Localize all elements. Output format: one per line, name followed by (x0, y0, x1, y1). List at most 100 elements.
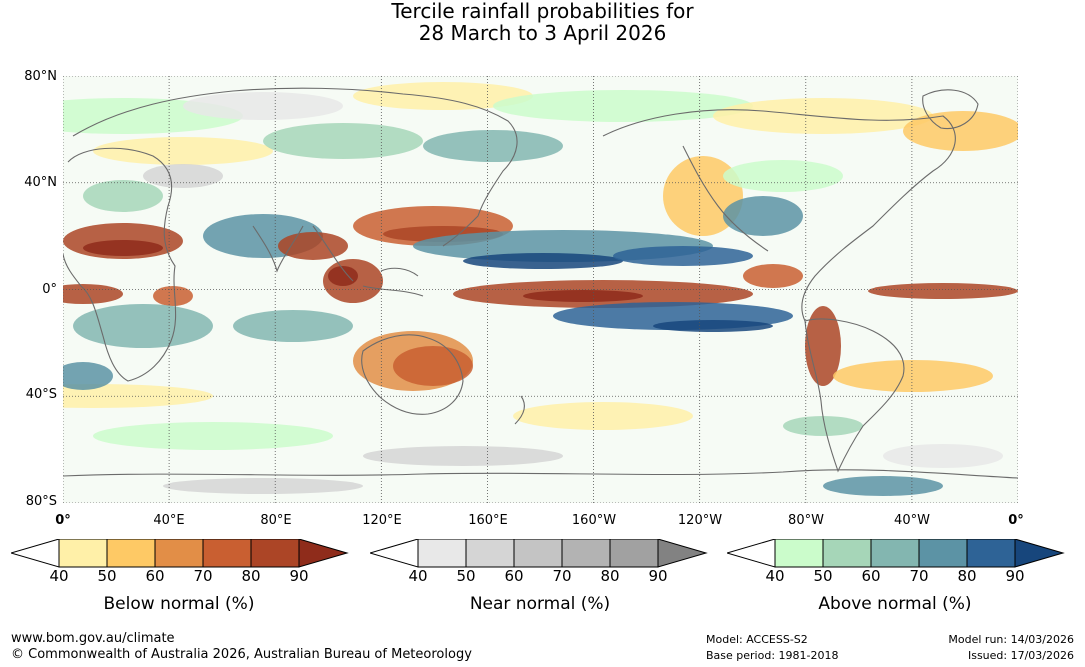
na-west-coast (682, 145, 769, 252)
probability-blob (423, 130, 563, 162)
india-coast (252, 225, 304, 273)
probability-fields (63, 82, 1018, 496)
colorbar-swatch (417, 539, 467, 568)
probability-blob (183, 92, 343, 120)
colorbar-tick: 80 (957, 567, 977, 585)
colorbar-high-arrow (1014, 539, 1065, 568)
probability-blob (868, 283, 1018, 299)
lon-label-0: 0° (55, 513, 71, 528)
colorbar-swatch (609, 539, 659, 568)
colorbar-tick: 60 (861, 567, 881, 585)
lon-label-80e: 80°E (260, 513, 292, 528)
probability-blob (783, 416, 863, 436)
probability-blob (83, 240, 163, 256)
colorbar-tick: 40 (49, 567, 69, 585)
colorbar-near-normal (370, 539, 708, 568)
lon-label-120w: 120°W (677, 513, 723, 528)
probability-blob (163, 478, 363, 494)
lat-label-80n: 80°N (24, 69, 57, 84)
colorbar-swatch (870, 539, 920, 568)
colorbar-low-arrow (370, 539, 419, 568)
colorbar-below-normal (11, 539, 349, 568)
probability-blob (713, 98, 933, 134)
probability-blob (233, 310, 353, 342)
lat-label-40s: 40°S (25, 387, 57, 402)
colorbar-tick: 90 (648, 567, 668, 585)
website-link[interactable]: www.bom.gov.au/climate (11, 631, 175, 646)
probability-blob (93, 137, 273, 165)
africa-coast (63, 147, 177, 382)
probability-blob (613, 246, 753, 266)
colorbar-tick: 50 (456, 567, 476, 585)
colorbar-tick: 50 (97, 567, 117, 585)
lon-label-40w: 40°W (894, 513, 930, 528)
lat-label-80s: 80°S (25, 494, 57, 509)
lon-label-160w: 160°W (571, 513, 617, 528)
colorbar-low-arrow (727, 539, 776, 568)
colorbar-swatch (202, 539, 252, 568)
colorbar-high-arrow (657, 539, 708, 568)
probability-blob (353, 82, 533, 110)
colorbar-above-normal (727, 539, 1065, 568)
probability-blob (723, 196, 803, 236)
south-america-coast (804, 318, 905, 473)
probability-blob (63, 284, 123, 304)
probability-blob (63, 362, 113, 390)
colorbar-tick: 70 (909, 567, 929, 585)
lon-label-40e: 40°E (153, 513, 185, 528)
legend-label-near: Near normal (%) (469, 594, 611, 614)
legend-label-below: Below normal (%) (103, 594, 255, 614)
map-canvas (63, 76, 1018, 503)
probability-blob (883, 444, 1003, 468)
model-name: Model: ACCESS-S2 (706, 633, 808, 646)
lat-label-equator: 0° (42, 282, 57, 297)
colorbar-tick: 60 (145, 567, 165, 585)
antarctica-coast (63, 469, 1018, 479)
probability-blob (73, 304, 213, 348)
lon-label-120e: 120°E (362, 513, 402, 528)
probability-blob (363, 446, 563, 466)
colorbar-high-arrow (298, 539, 349, 568)
rainfall-probability-map (63, 76, 1018, 503)
probability-blob (278, 232, 348, 260)
indonesia-coast (312, 225, 424, 297)
probability-blob (903, 111, 1018, 151)
probability-blob (723, 160, 843, 192)
coastlines (63, 87, 1018, 479)
probability-blob (63, 384, 213, 408)
colorbar-tick: 90 (1005, 567, 1025, 585)
probability-blob (153, 286, 193, 306)
lon-label-160e: 160°E (468, 513, 508, 528)
colorbar-swatch (58, 539, 108, 568)
colorbar-tick: 80 (241, 567, 261, 585)
colorbar-swatch (250, 539, 300, 568)
colorbar-swatch (918, 539, 968, 568)
issued-date: Issued: 17/03/2026 (967, 649, 1074, 662)
north-america-coast (602, 109, 956, 322)
australia-coast (361, 334, 464, 415)
colorbar-tick: 90 (289, 567, 309, 585)
map-title-line2: 28 March to 3 April 2026 (418, 21, 667, 45)
probability-blob (523, 290, 643, 302)
colorbar-swatch (561, 539, 611, 568)
graticule (63, 76, 1018, 503)
probability-blob (493, 90, 753, 122)
model-run-date: Model run: 14/03/2026 (948, 633, 1074, 646)
probability-blob (143, 164, 223, 188)
probability-blob (393, 346, 473, 386)
probability-blob (513, 402, 693, 430)
probability-blob (463, 253, 623, 269)
lon-label-0-east: 0° (1008, 513, 1024, 528)
copyright-text: © Commonwealth of Australia 2026, Austra… (11, 647, 472, 662)
probability-blob (328, 266, 358, 286)
colorbar-tick: 40 (765, 567, 785, 585)
lon-label-80w: 80°W (788, 513, 824, 528)
probability-blob (833, 360, 993, 392)
probability-blob (263, 123, 423, 159)
colorbar-tick: 50 (813, 567, 833, 585)
colorbar-tick: 70 (193, 567, 213, 585)
probability-blob (823, 476, 943, 496)
probability-blob (743, 264, 803, 288)
colorbar-tick: 70 (552, 567, 572, 585)
probability-blob (653, 320, 773, 332)
